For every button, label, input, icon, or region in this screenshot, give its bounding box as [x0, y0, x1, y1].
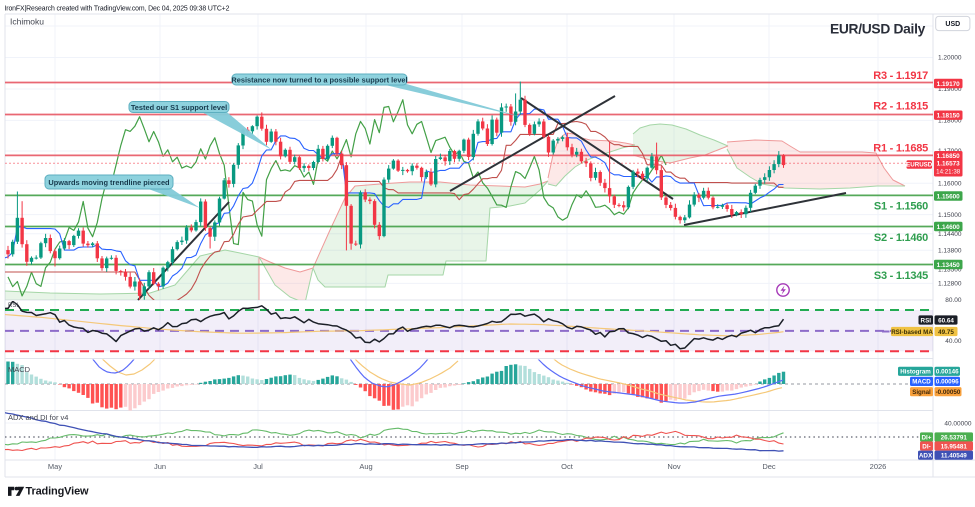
svg-text:49.75: 49.75	[938, 329, 954, 336]
svg-text:IronFX|Research created with T: IronFX|Research created with TradingView…	[5, 6, 230, 13]
svg-text:1.18150: 1.18150	[937, 113, 961, 120]
svg-text:1.14400: 1.14400	[938, 231, 962, 238]
svg-text:TradingView: TradingView	[26, 486, 90, 498]
svg-text:Dec: Dec	[762, 462, 776, 471]
svg-text:DI+: DI+	[922, 434, 932, 441]
svg-text:40.00000: 40.00000	[944, 420, 971, 427]
svg-text:DI-: DI-	[922, 443, 930, 450]
svg-text:Signal: Signal	[912, 389, 931, 396]
svg-text:1.18000: 1.18000	[938, 118, 962, 125]
svg-text:Nov: Nov	[667, 462, 681, 471]
svg-text:Aug: Aug	[359, 462, 372, 471]
svg-text:ADX: ADX	[919, 453, 933, 460]
svg-text:-0.00050: -0.00050	[936, 389, 961, 396]
svg-text:1.15000: 1.15000	[938, 212, 962, 219]
svg-text:Sep: Sep	[455, 462, 468, 471]
svg-text:USD: USD	[945, 21, 960, 28]
svg-text:EUR/USD Daily: EUR/USD Daily	[830, 22, 926, 37]
svg-text:1.19000: 1.19000	[938, 86, 962, 93]
svg-text:Oct: Oct	[561, 462, 574, 471]
svg-text:R1 - 1.1685: R1 - 1.1685	[873, 143, 928, 155]
svg-text:40.00: 40.00	[945, 338, 962, 345]
svg-text:1.15600: 1.15600	[937, 193, 961, 200]
svg-text:RSI: RSI	[921, 317, 932, 324]
svg-text:R3 - 1.1917: R3 - 1.1917	[873, 70, 928, 82]
svg-text:MACD: MACD	[912, 379, 931, 386]
svg-text:ADX and DI for v4: ADX and DI for v4	[8, 413, 68, 422]
svg-text:S2 - 1.1460: S2 - 1.1460	[874, 232, 928, 244]
svg-text:Ichimoku: Ichimoku	[10, 17, 44, 27]
svg-text:Upwards moving trendline pier: Upwards moving trendline pierced	[48, 178, 170, 187]
svg-text:1.16000: 1.16000	[938, 181, 962, 188]
svg-text:1.13450: 1.13450	[937, 262, 961, 269]
svg-text:S1 - 1.1560: S1 - 1.1560	[874, 201, 928, 213]
svg-text:MACD: MACD	[8, 365, 31, 374]
svg-text:1.14600: 1.14600	[937, 224, 961, 231]
svg-text:26.53791: 26.53791	[941, 434, 968, 441]
svg-text:60.64: 60.64	[938, 317, 954, 324]
svg-text:1.13500: 1.13500	[938, 267, 962, 274]
svg-text:80.00: 80.00	[945, 297, 962, 304]
svg-text:May: May	[48, 462, 62, 471]
svg-text:RSI-based MA: RSI-based MA	[891, 329, 933, 336]
svg-text:0.00096: 0.00096	[936, 379, 959, 386]
svg-text:S3 - 1.1345: S3 - 1.1345	[874, 270, 928, 282]
svg-text:2026: 2026	[870, 462, 887, 471]
svg-text:0.00146: 0.00146	[936, 369, 959, 376]
svg-text:EURUSD: EURUSD	[906, 162, 933, 169]
svg-text:15.95481: 15.95481	[941, 443, 968, 450]
svg-text:1.20000: 1.20000	[938, 55, 962, 62]
svg-text:R2 - 1.1815: R2 - 1.1815	[873, 101, 928, 113]
svg-text:1.16573: 1.16573	[937, 160, 961, 167]
svg-text:Histogram: Histogram	[900, 369, 931, 376]
svg-text:Tested our S1 support level: Tested our S1 support level	[131, 103, 227, 112]
svg-text:14:21:38: 14:21:38	[936, 169, 961, 176]
svg-text:Resistance now turned to a pos: Resistance now turned to a possible supp…	[231, 75, 407, 84]
svg-text:1.13800: 1.13800	[938, 248, 962, 255]
svg-text:1.12800: 1.12800	[938, 281, 962, 288]
svg-text:1.19170: 1.19170	[937, 81, 961, 88]
svg-text:RSI: RSI	[8, 303, 18, 309]
svg-text:Jul: Jul	[253, 462, 263, 471]
svg-text:Jun: Jun	[154, 462, 166, 471]
svg-text:11.40549: 11.40549	[941, 453, 967, 460]
svg-text:1.16850: 1.16850	[937, 153, 961, 160]
